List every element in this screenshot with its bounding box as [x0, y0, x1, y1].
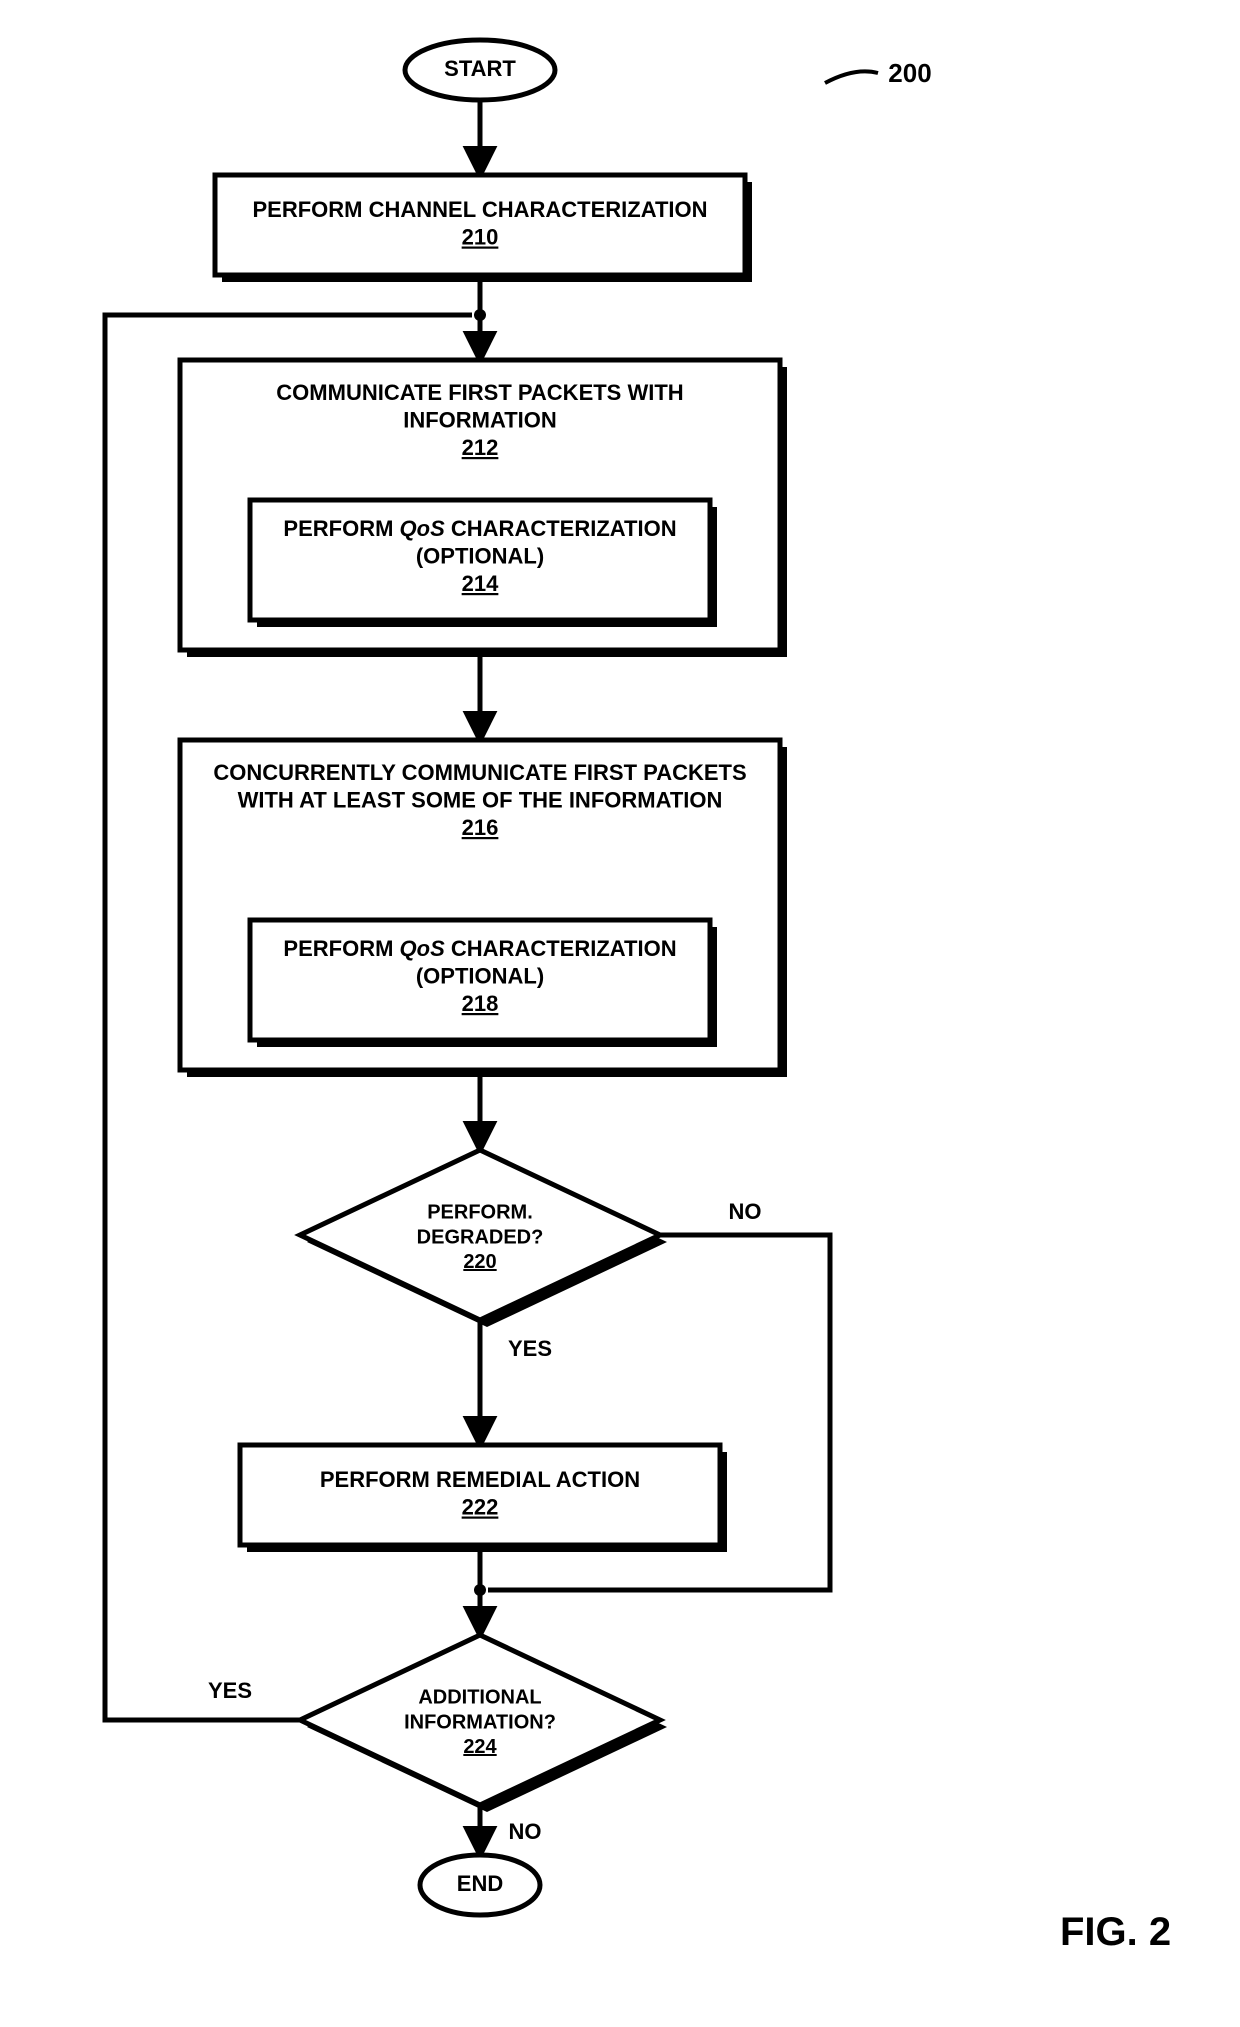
label-no-220: NO — [729, 1199, 762, 1224]
start-terminal: START — [444, 56, 516, 81]
box-214: (OPTIONAL) — [416, 543, 544, 568]
box-216: 216 — [462, 815, 499, 840]
box-212: INFORMATION — [403, 407, 557, 432]
label-yes-224: YES — [208, 1678, 252, 1703]
decision-220: DEGRADED? — [417, 1226, 544, 1248]
box-218: PERFORM QoS CHARACTERIZATION — [283, 936, 676, 961]
figure-label: FIG. 2 — [1060, 1910, 1171, 1954]
end-terminal: END — [457, 1871, 503, 1896]
decision-224: INFORMATION? — [404, 1711, 556, 1733]
decision-224: 224 — [463, 1736, 497, 1758]
box-210: 210 — [462, 224, 499, 249]
decision-220: PERFORM. — [427, 1201, 533, 1223]
box-218: (OPTIONAL) — [416, 963, 544, 988]
box-222: 222 — [462, 1494, 499, 1519]
box-212: 212 — [462, 435, 499, 460]
decision-224: ADDITIONAL — [418, 1686, 541, 1708]
box-216: WITH AT LEAST SOME OF THE INFORMATION — [238, 787, 723, 812]
decision-220: 220 — [463, 1251, 496, 1273]
box-210: PERFORM CHANNEL CHARACTERIZATION — [252, 197, 707, 222]
box-218: 218 — [462, 991, 499, 1016]
label-no-224: NO — [509, 1819, 542, 1844]
box-214: 214 — [462, 571, 499, 596]
figure-ref-number: 200 — [888, 58, 931, 88]
box-214: PERFORM QoS CHARACTERIZATION — [283, 516, 676, 541]
box-216: CONCURRENTLY COMMUNICATE FIRST PACKETS — [213, 760, 746, 785]
box-212: COMMUNICATE FIRST PACKETS WITH — [276, 380, 683, 405]
label-yes-220: YES — [508, 1336, 552, 1361]
box-222: PERFORM REMEDIAL ACTION — [320, 1467, 640, 1492]
